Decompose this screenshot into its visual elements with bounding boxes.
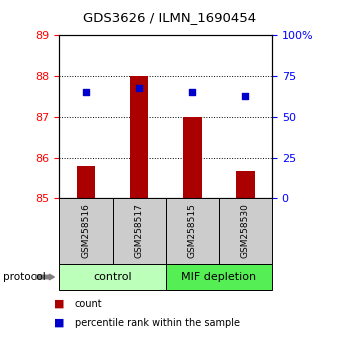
Text: control: control xyxy=(93,272,132,282)
Text: GSM258515: GSM258515 xyxy=(188,204,197,258)
Point xyxy=(190,90,195,95)
Text: percentile rank within the sample: percentile rank within the sample xyxy=(75,318,240,327)
Bar xyxy=(130,76,149,198)
Point xyxy=(243,93,248,98)
Point xyxy=(136,85,142,90)
Text: GSM258530: GSM258530 xyxy=(241,204,250,258)
Text: count: count xyxy=(75,299,102,309)
Text: MIF depletion: MIF depletion xyxy=(181,272,256,282)
Point xyxy=(83,90,89,95)
Text: GDS3626 / ILMN_1690454: GDS3626 / ILMN_1690454 xyxy=(83,11,257,24)
Bar xyxy=(77,166,95,198)
Bar xyxy=(183,117,202,198)
Text: ■: ■ xyxy=(54,299,65,309)
Bar xyxy=(236,171,255,198)
Text: ■: ■ xyxy=(54,318,65,327)
Text: protocol: protocol xyxy=(3,272,46,282)
Text: GSM258517: GSM258517 xyxy=(135,204,144,258)
Text: GSM258516: GSM258516 xyxy=(82,204,90,258)
